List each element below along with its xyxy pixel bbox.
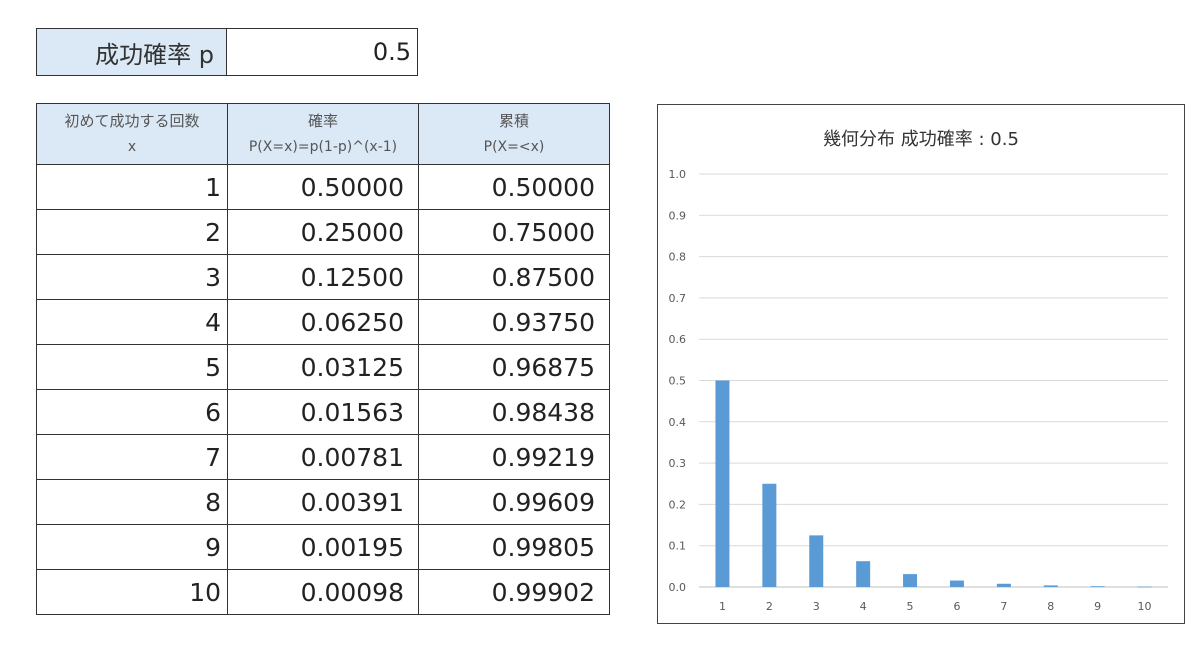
bar[interactable] [1090, 586, 1105, 587]
table-body: 1 0.50000 0.50000 2 0.25000 0.75000 3 0.12500 0.… [36, 164, 610, 615]
cell-x[interactable]: 1 [36, 164, 228, 210]
cell-cumulative[interactable]: 0.87500 [418, 254, 610, 300]
cell-probability[interactable]: 0.50000 [227, 164, 419, 210]
header-probability-formula: P(X=x)=p(1-p)^(x-1) [248, 139, 398, 155]
table-row: 4 0.06250 0.93750 [36, 299, 610, 345]
x-tick-label: 3 [813, 600, 820, 613]
x-tick-label: 8 [1047, 600, 1054, 613]
x-tick-label: 1 [719, 600, 726, 613]
table-row: 1 0.50000 0.50000 [36, 164, 610, 210]
header-probability[interactable]: 確率 P(X=x)=p(1-p)^(x-1) [227, 103, 419, 165]
cell-x[interactable]: 10 [36, 569, 228, 615]
cell-cumulative[interactable]: 0.99219 [418, 434, 610, 480]
y-tick-label: 0.0 [669, 581, 687, 594]
success-probability-label: 成功確率 p [37, 29, 227, 75]
success-probability-input[interactable]: 0.5 [372, 38, 411, 66]
header-trial-count-title: 初めて成功する回数 [64, 112, 200, 130]
cell-probability[interactable]: 0.03125 [227, 344, 419, 390]
table-row: 3 0.12500 0.87500 [36, 254, 610, 300]
cell-probability[interactable]: 0.25000 [227, 209, 419, 255]
cell-probability[interactable]: 0.00195 [227, 524, 419, 570]
y-tick-label: 0.1 [669, 540, 687, 553]
y-tick-label: 0.4 [669, 416, 687, 429]
bar[interactable] [996, 583, 1011, 587]
distribution-table: 初めて成功する回数 x 確率 P(X=x)=p(1-p)^(x-1) 累積 P(… [36, 103, 610, 615]
cell-x[interactable]: 3 [36, 254, 228, 300]
cell-x[interactable]: 5 [36, 344, 228, 390]
header-cumulative-title: 累積 [498, 112, 529, 130]
cell-x[interactable]: 4 [36, 299, 228, 345]
table-row: 8 0.00391 0.99609 [36, 479, 610, 525]
header-probability-title: 確率 [307, 112, 338, 130]
cell-probability[interactable]: 0.01563 [227, 389, 419, 435]
cell-x[interactable]: 8 [36, 479, 228, 525]
x-tick-label: 7 [1000, 600, 1007, 613]
cell-probability[interactable]: 0.00391 [227, 479, 419, 525]
x-tick-label: 2 [766, 600, 773, 613]
cell-cumulative[interactable]: 0.75000 [418, 209, 610, 255]
x-tick-label: 10 [1138, 600, 1152, 613]
cell-probability[interactable]: 0.12500 [227, 254, 419, 300]
header-trial-count[interactable]: 初めて成功する回数 x [36, 103, 228, 165]
cell-x[interactable]: 6 [36, 389, 228, 435]
bar[interactable] [809, 535, 824, 587]
bar[interactable] [1137, 586, 1152, 588]
cell-probability[interactable]: 0.00098 [227, 569, 419, 615]
chart-title: 幾何分布 成功確率 : 0.5 [823, 129, 1019, 150]
table-row: 6 0.01563 0.98438 [36, 389, 610, 435]
cell-cumulative[interactable]: 0.99902 [418, 569, 610, 615]
y-tick-label: 1.0 [669, 168, 687, 181]
cell-cumulative[interactable]: 0.99805 [418, 524, 610, 570]
cell-cumulative[interactable]: 0.99609 [418, 479, 610, 525]
y-tick-label: 0.3 [669, 457, 687, 470]
header-cumulative[interactable]: 累積 P(X=<x) [418, 103, 610, 165]
x-tick-label: 5 [907, 600, 914, 613]
success-probability-box: 成功確率 p 0.5 [36, 28, 418, 76]
bar[interactable] [1043, 585, 1058, 587]
header-trial-count-sub: x [127, 139, 137, 155]
y-tick-label: 0.2 [669, 498, 687, 511]
bar[interactable] [715, 380, 730, 588]
cell-cumulative[interactable]: 0.50000 [418, 164, 610, 210]
cell-probability[interactable]: 0.00781 [227, 434, 419, 480]
bar-chart: 0.0 0.1 0.2 0.3 0.4 0.5 0.6 0.7 0.8 0.9 1.0 1 2 3 4 5 6 7… [669, 168, 1168, 613]
bar[interactable] [762, 483, 777, 587]
table-row: 9 0.00195 0.99805 [36, 524, 610, 570]
cell-cumulative[interactable]: 0.93750 [418, 299, 610, 345]
bar[interactable] [903, 574, 918, 587]
table-row: 5 0.03125 0.96875 [36, 344, 610, 390]
x-tick-label: 9 [1094, 600, 1101, 613]
table-row: 7 0.00781 0.99219 [36, 434, 610, 480]
table-row: 10 0.00098 0.99902 [36, 569, 610, 615]
y-tick-label: 0.7 [669, 292, 687, 305]
cell-x[interactable]: 9 [36, 524, 228, 570]
y-tick-label: 0.6 [669, 333, 687, 346]
y-tick-label: 0.5 [669, 375, 687, 388]
y-tick-label: 0.9 [669, 209, 687, 222]
cell-probability[interactable]: 0.06250 [227, 299, 419, 345]
cell-cumulative[interactable]: 0.96875 [418, 344, 610, 390]
cell-cumulative[interactable]: 0.98438 [418, 389, 610, 435]
x-tick-label: 6 [953, 600, 960, 613]
cell-x[interactable]: 2 [36, 209, 228, 255]
y-tick-label: 0.8 [669, 251, 687, 264]
table-header-row: 初めて成功する回数 x 確率 P(X=x)=p(1-p)^(x-1) 累積 P(… [36, 103, 610, 165]
bar[interactable] [856, 561, 871, 587]
bar[interactable] [949, 580, 964, 587]
table-row: 2 0.25000 0.75000 [36, 209, 610, 255]
cell-x[interactable]: 7 [36, 434, 228, 480]
header-cumulative-formula: P(X=<x) [483, 139, 545, 155]
chart-area[interactable]: 幾何分布 成功確率 : 0.5 0.0 0.1 0.2 0.3 0.4 0.5 0.6 0.7… [657, 104, 1185, 624]
x-tick-label: 4 [860, 600, 867, 613]
